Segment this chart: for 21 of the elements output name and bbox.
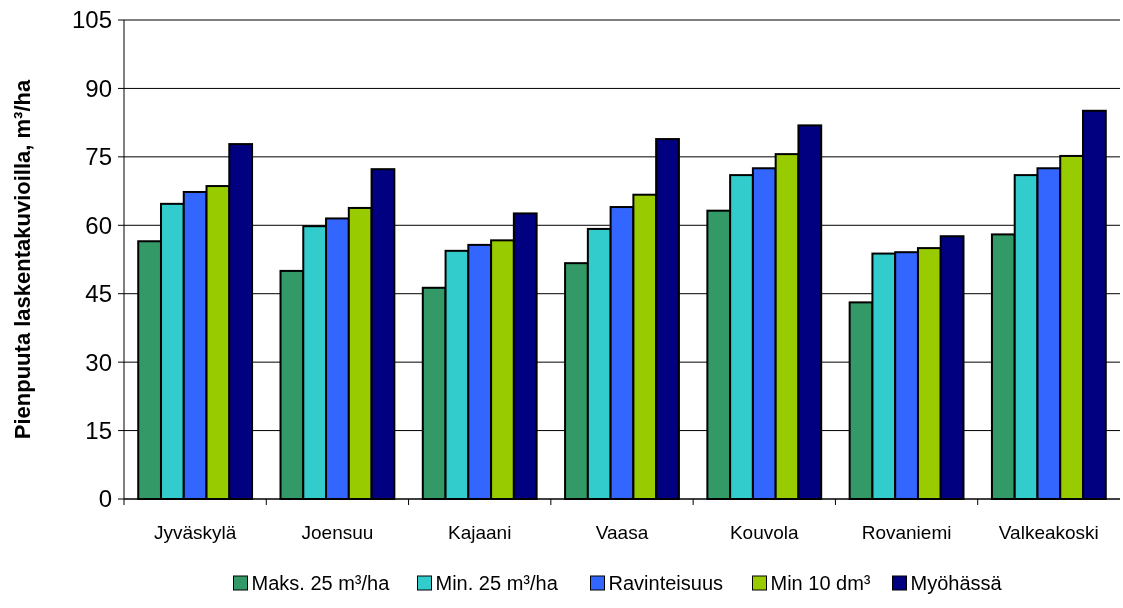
x-tick-label: Kajaani bbox=[448, 522, 512, 543]
y-tick-label: 15 bbox=[85, 416, 112, 444]
x-tick-label: Joensuu bbox=[301, 522, 374, 543]
x-tick-label: Vaasa bbox=[595, 522, 649, 543]
legend-label: Min 10 dm³ bbox=[770, 572, 871, 594]
x-tick-label: Kouvola bbox=[729, 522, 800, 543]
y-tick-label: 45 bbox=[85, 280, 112, 308]
x-tick-label: Rovaniemi bbox=[861, 522, 952, 543]
legend-label: Ravinteisuus bbox=[608, 572, 724, 594]
legend-label: Min. 25 m³/ha bbox=[435, 572, 559, 594]
y-tick-label: 60 bbox=[85, 211, 112, 239]
y-axis-title: Pienpuuta laskentakuvioilla, m³/ha bbox=[10, 79, 35, 440]
y-tick-label: 75 bbox=[85, 143, 112, 171]
y-tick-label: 105 bbox=[71, 6, 112, 34]
y-tick-label: 0 bbox=[98, 485, 112, 513]
legend-label: Myöhässä bbox=[910, 572, 1003, 594]
y-tick-label: 30 bbox=[85, 348, 112, 376]
x-tick-label: Valkeakoski bbox=[998, 522, 1099, 543]
legend-label: Maks. 25 m³/ha bbox=[251, 572, 391, 594]
y-tick-label: 90 bbox=[85, 74, 112, 102]
x-tick-label: Jyväskylä bbox=[153, 522, 237, 543]
